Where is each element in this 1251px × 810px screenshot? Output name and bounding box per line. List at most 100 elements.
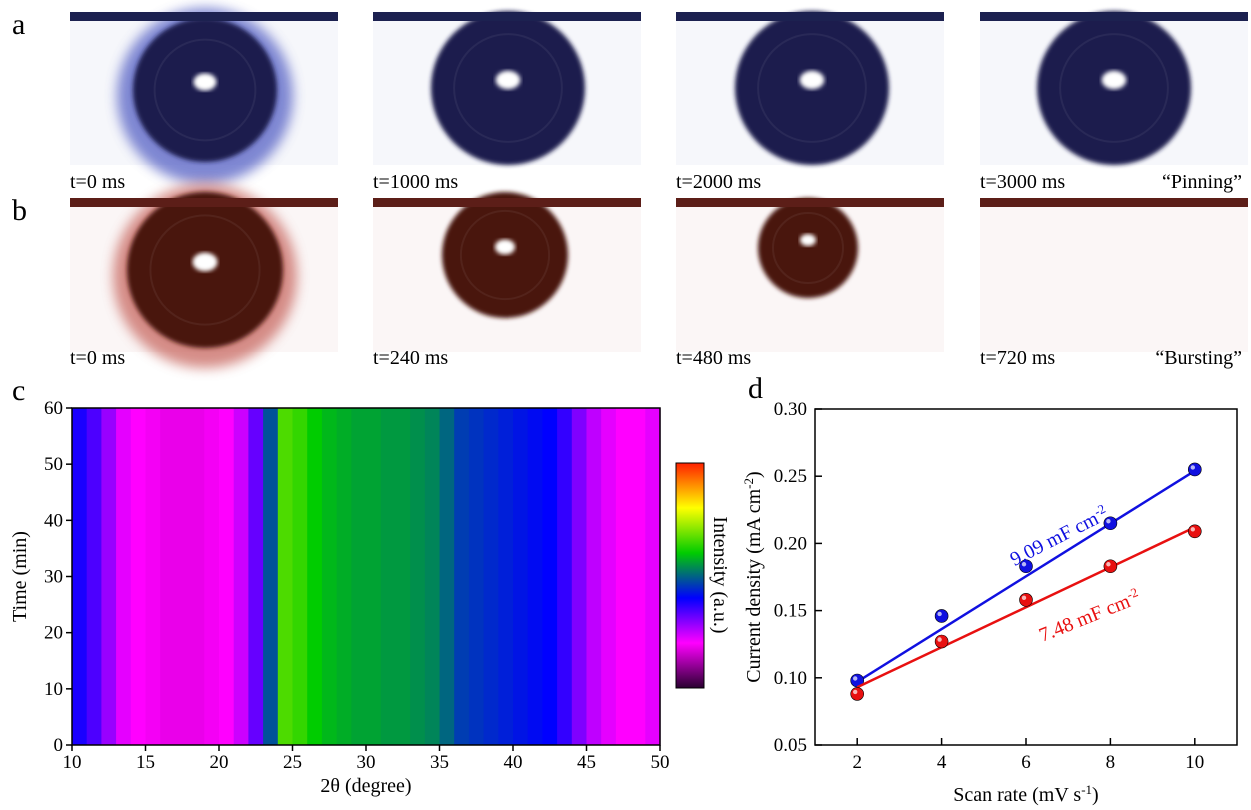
droplet-ring bbox=[153, 38, 257, 142]
caption-note: “Pinning” bbox=[1162, 171, 1242, 193]
y-tick-label: 0 bbox=[54, 735, 64, 756]
x-tick-label: 15 bbox=[136, 752, 155, 773]
x-tick-label: 50 bbox=[651, 752, 670, 773]
heat-cell bbox=[483, 408, 499, 745]
heat-cell bbox=[351, 408, 367, 745]
colorbar-label: Intensity (a.u.) bbox=[709, 516, 731, 633]
heat-cell bbox=[321, 408, 338, 745]
heat-cell bbox=[72, 408, 88, 745]
droplet-highlight bbox=[193, 73, 217, 91]
capillary bbox=[373, 12, 641, 21]
point-shine bbox=[937, 637, 942, 642]
x-axis-label-part: ) bbox=[1092, 784, 1099, 806]
y-tick-label: 30 bbox=[44, 567, 63, 588]
heat-cell bbox=[395, 408, 411, 745]
capillary bbox=[980, 12, 1248, 21]
heat-cell bbox=[174, 408, 191, 745]
droplet-ring bbox=[453, 33, 563, 143]
x-axis-label: Scan rate (mV s-1) bbox=[953, 782, 1098, 807]
x-tick-label: 4 bbox=[937, 752, 947, 773]
caption: t=240 ms bbox=[373, 347, 448, 369]
heat-cell bbox=[615, 408, 632, 745]
panel-label: a bbox=[12, 8, 25, 41]
heat-cell bbox=[292, 408, 308, 745]
heat-cell bbox=[277, 408, 294, 745]
y-tick-label: 40 bbox=[44, 510, 63, 531]
heat-cell bbox=[571, 408, 588, 745]
fit-annotation-part: 9.09 mF cm bbox=[1007, 507, 1103, 570]
y-tick-label: 20 bbox=[44, 623, 63, 644]
fit-line bbox=[856, 469, 1196, 683]
y-tick-label: 50 bbox=[44, 454, 63, 475]
caption: t=0 ms bbox=[70, 347, 125, 369]
x-tick-label: 30 bbox=[357, 752, 376, 773]
capillary bbox=[676, 12, 944, 21]
data-point bbox=[934, 634, 949, 649]
droplet bbox=[442, 192, 568, 318]
x-tick-label: 10 bbox=[63, 752, 82, 773]
fit-annotation: 9.09 mF cm-2 bbox=[1005, 500, 1111, 570]
fit-annotation: 7.48 mF cm-2 bbox=[1035, 584, 1143, 647]
droplet-highlight bbox=[1101, 70, 1127, 90]
caption: t=480 ms bbox=[676, 347, 751, 369]
heat-cell bbox=[630, 408, 646, 745]
heat-cell bbox=[145, 408, 161, 745]
caption: t=3000 ms bbox=[980, 171, 1065, 193]
heat-cell bbox=[204, 408, 220, 745]
heat-cell bbox=[454, 408, 470, 745]
heat-cell bbox=[586, 408, 602, 745]
panel-label: d bbox=[748, 372, 763, 405]
heat-cell bbox=[189, 408, 205, 745]
point-shine bbox=[1021, 562, 1027, 567]
droplet-ring bbox=[757, 33, 867, 143]
y-tick-label: 0.05 bbox=[774, 735, 807, 756]
x-tick-label: 10 bbox=[1185, 752, 1204, 773]
y-axis-label: Current density (mA cm-2) bbox=[741, 471, 766, 682]
fit-line bbox=[856, 526, 1196, 689]
capillary bbox=[70, 12, 338, 21]
heat-cell bbox=[542, 408, 558, 745]
droplet-highlight bbox=[800, 234, 816, 246]
y-tick-label: 10 bbox=[44, 679, 63, 700]
droplet-highlight bbox=[494, 239, 516, 255]
heat-cell bbox=[439, 408, 455, 745]
heat-cell bbox=[527, 408, 543, 745]
x-tick-label: 20 bbox=[210, 752, 229, 773]
data-point bbox=[1103, 559, 1118, 574]
capillary bbox=[676, 198, 944, 207]
heat-cell bbox=[116, 408, 132, 745]
heat-cell bbox=[645, 408, 661, 745]
y-tick-label: 0.30 bbox=[774, 399, 807, 420]
x-tick-label: 6 bbox=[1021, 752, 1031, 773]
caption-note: “Bursting” bbox=[1155, 347, 1242, 369]
point-shine bbox=[1106, 562, 1111, 567]
fit-annotation-part: 7.48 mF cm bbox=[1036, 590, 1134, 647]
capillary bbox=[70, 198, 338, 207]
point-shine bbox=[1190, 527, 1196, 532]
point-shine bbox=[937, 611, 942, 617]
data-point bbox=[850, 687, 865, 701]
y-tick-label: 0.15 bbox=[774, 601, 807, 622]
heat-cell bbox=[233, 408, 249, 745]
heat-cell bbox=[336, 408, 352, 745]
data-point bbox=[1188, 524, 1202, 539]
x-tick-label: 35 bbox=[430, 752, 449, 773]
droplet-highlight bbox=[495, 70, 521, 90]
data-point bbox=[1019, 593, 1033, 607]
heat-cell bbox=[248, 408, 264, 745]
x-tick-label: 45 bbox=[577, 752, 596, 773]
droplet-ring bbox=[772, 212, 844, 284]
y-tick-label: 60 bbox=[44, 398, 63, 419]
data-point bbox=[1103, 516, 1118, 531]
y-tick-label: 0.20 bbox=[774, 533, 807, 554]
caption: t=0 ms bbox=[70, 171, 125, 193]
droplet-highlight bbox=[799, 70, 825, 90]
droplet-highlight bbox=[192, 252, 218, 272]
droplet bbox=[758, 198, 858, 298]
heat-cell bbox=[219, 408, 235, 745]
image-frame bbox=[980, 198, 1248, 352]
y-axis-label-part: Current density (mA cm bbox=[743, 488, 765, 682]
point-shine bbox=[1190, 465, 1196, 470]
heat-cell bbox=[557, 408, 573, 745]
